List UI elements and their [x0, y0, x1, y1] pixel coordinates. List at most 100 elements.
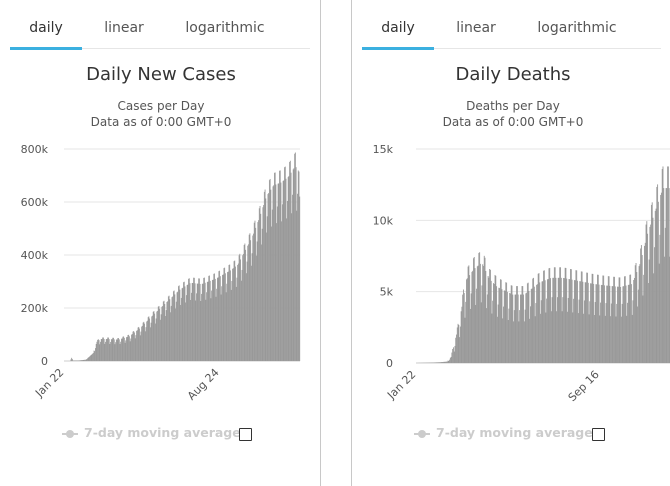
bar[interactable] — [183, 281, 185, 361]
bar[interactable] — [206, 281, 208, 361]
bar[interactable] — [604, 315, 606, 363]
bar[interactable] — [502, 318, 504, 363]
bar[interactable] — [245, 249, 247, 361]
bar[interactable] — [188, 278, 189, 361]
bar[interactable] — [651, 202, 653, 363]
bar[interactable] — [513, 310, 515, 363]
bar[interactable] — [154, 313, 156, 361]
bar[interactable] — [261, 244, 262, 361]
bar[interactable] — [628, 284, 630, 363]
bar[interactable] — [601, 285, 603, 363]
bar[interactable] — [653, 273, 655, 363]
bar[interactable] — [257, 222, 259, 361]
bar[interactable] — [620, 316, 622, 363]
bar[interactable] — [436, 362, 438, 363]
bar[interactable] — [573, 298, 575, 363]
bar[interactable] — [145, 327, 147, 361]
bar[interactable] — [138, 326, 140, 361]
bar[interactable] — [126, 337, 127, 361]
bar[interactable] — [287, 177, 289, 361]
bar[interactable] — [561, 311, 563, 363]
tab-linear[interactable]: linear — [456, 20, 496, 36]
bar[interactable] — [196, 293, 197, 361]
bar[interactable] — [197, 283, 199, 361]
bar[interactable] — [292, 194, 293, 361]
bar[interactable] — [452, 347, 454, 363]
bar[interactable] — [482, 264, 484, 363]
bar[interactable] — [600, 302, 602, 363]
bar[interactable] — [132, 331, 134, 361]
bar[interactable] — [437, 362, 439, 363]
bar[interactable] — [79, 360, 81, 361]
bar[interactable] — [292, 169, 294, 361]
bar[interactable] — [600, 284, 602, 363]
bar[interactable] — [664, 227, 666, 363]
bar[interactable] — [269, 178, 271, 361]
bar[interactable] — [459, 337, 461, 363]
legend-moving-average[interactable]: 7-day moving average — [62, 424, 241, 444]
bar[interactable] — [149, 318, 151, 361]
bar[interactable] — [657, 184, 659, 363]
bar[interactable] — [540, 300, 542, 363]
bar[interactable] — [131, 334, 133, 361]
bar[interactable] — [117, 338, 119, 361]
bar[interactable] — [545, 312, 547, 363]
bar[interactable] — [647, 233, 649, 363]
bar[interactable] — [218, 271, 220, 361]
bar[interactable] — [506, 282, 508, 363]
bar[interactable] — [259, 205, 261, 361]
bar[interactable] — [110, 339, 112, 361]
bar[interactable] — [517, 294, 519, 363]
bar[interactable] — [208, 275, 210, 361]
bar[interactable] — [455, 337, 457, 363]
bar[interactable] — [596, 284, 598, 363]
moving-average-checkbox[interactable] — [239, 428, 252, 441]
bar[interactable] — [516, 286, 518, 363]
moving-average-checkbox[interactable] — [592, 428, 605, 441]
bar[interactable] — [587, 282, 589, 363]
bar[interactable] — [207, 281, 209, 361]
bar[interactable] — [486, 308, 488, 363]
bar[interactable] — [572, 312, 574, 363]
bar[interactable] — [177, 291, 179, 361]
bar[interactable] — [590, 283, 592, 363]
bar[interactable] — [101, 339, 103, 361]
bar[interactable] — [260, 213, 262, 361]
bar[interactable] — [603, 275, 605, 363]
bar[interactable] — [602, 275, 604, 363]
bar[interactable] — [531, 288, 533, 363]
bar[interactable] — [141, 325, 143, 361]
bar[interactable] — [521, 286, 523, 363]
bar[interactable] — [554, 267, 556, 363]
bar[interactable] — [634, 277, 635, 363]
bar[interactable] — [652, 217, 654, 363]
bar[interactable] — [532, 278, 534, 363]
bar[interactable] — [512, 294, 514, 363]
bar[interactable] — [290, 172, 292, 361]
bar[interactable] — [135, 335, 137, 361]
bar[interactable] — [233, 261, 235, 361]
bar[interactable] — [462, 289, 464, 363]
bar[interactable] — [88, 357, 90, 361]
bar[interactable] — [102, 337, 104, 361]
bar[interactable] — [526, 292, 528, 363]
bar[interactable] — [179, 289, 181, 361]
tab-linear[interactable]: linear — [104, 20, 144, 36]
bar[interactable] — [515, 294, 517, 363]
bar[interactable] — [175, 301, 177, 361]
bar[interactable] — [225, 292, 227, 361]
bar[interactable] — [497, 304, 499, 363]
bar[interactable] — [491, 313, 493, 363]
bar[interactable] — [634, 265, 636, 363]
bar[interactable] — [582, 281, 584, 363]
bar[interactable] — [116, 339, 118, 361]
bar[interactable] — [82, 360, 83, 361]
bar[interactable] — [441, 362, 443, 363]
bar[interactable] — [580, 281, 582, 363]
bar[interactable] — [196, 283, 198, 361]
bar[interactable] — [478, 252, 480, 363]
bar[interactable] — [120, 341, 122, 361]
bar[interactable] — [644, 245, 645, 363]
bar[interactable] — [147, 317, 149, 361]
bar[interactable] — [255, 227, 257, 361]
